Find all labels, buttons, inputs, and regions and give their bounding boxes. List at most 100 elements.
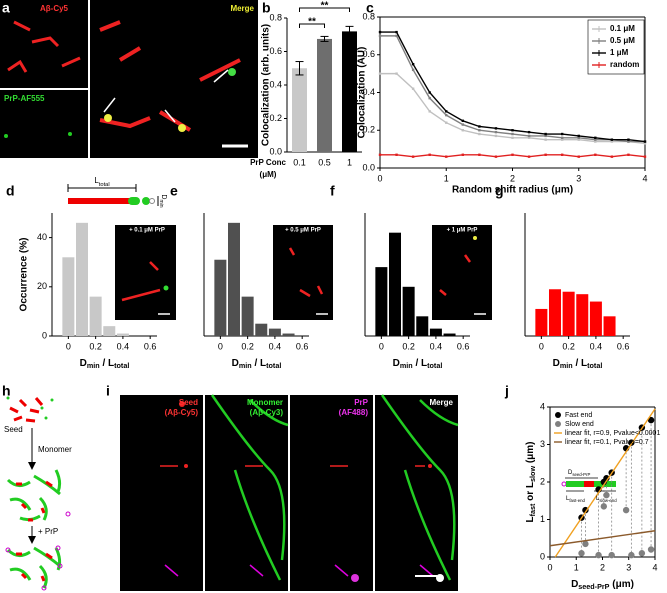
y-axis-label-part: slow xyxy=(528,466,537,482)
y-axis-label: Colocalization (AU) xyxy=(357,47,368,139)
x-tick-label: 0.6 xyxy=(144,341,157,351)
point xyxy=(544,134,547,138)
x-axis-label: (μM) xyxy=(260,170,277,179)
error-bar xyxy=(295,61,304,76)
series-line xyxy=(554,408,656,558)
point xyxy=(638,550,646,557)
schematic-label: Seed xyxy=(4,425,23,434)
bar xyxy=(62,257,75,336)
bar xyxy=(429,328,442,336)
inset-label: + 0.5 μM PrP xyxy=(285,228,321,234)
x-tick-label: 0.6 xyxy=(457,341,470,351)
y-tick-label: 0.0 xyxy=(362,162,375,172)
image-label: Merge xyxy=(429,398,453,407)
legend-label: linear fit, r=0.9, Pvalue<0.0001 xyxy=(565,430,660,437)
x-axis-label-part: D xyxy=(80,358,87,369)
point xyxy=(428,110,431,113)
x-tick-label: 0.6 xyxy=(617,341,630,351)
x-tick-label: 3 xyxy=(576,173,581,183)
point xyxy=(494,130,498,134)
point xyxy=(603,491,610,499)
panel-label: h xyxy=(2,383,11,399)
y-tick-label: 3 xyxy=(540,439,545,449)
bar xyxy=(342,31,357,152)
x-tick-label: 0.4 xyxy=(590,341,603,351)
x-axis-label: Dmin / Ltotal xyxy=(232,358,282,370)
point xyxy=(395,34,398,38)
diagram-label-part: total xyxy=(99,182,110,188)
x-tick-label: 1 xyxy=(347,157,352,167)
x-axis-label-part: total xyxy=(266,361,281,370)
x-tick-label: 1 xyxy=(444,173,449,183)
y-tick-label: 4 xyxy=(540,401,545,411)
point xyxy=(411,155,415,158)
bar xyxy=(416,316,429,336)
panel-label: b xyxy=(262,0,271,16)
point xyxy=(478,132,481,136)
x-axis-label-part: min xyxy=(87,361,100,370)
point xyxy=(544,138,547,141)
x-tick-label: 4 xyxy=(642,173,647,183)
point xyxy=(577,136,580,139)
x-tick-label: 0.2 xyxy=(241,341,254,351)
legend-label: linear fit, r=0.1, Pvalue=0.7 xyxy=(565,439,649,446)
point xyxy=(627,153,630,156)
schematic-h xyxy=(5,396,71,591)
x-axis-label-part: (μm) xyxy=(609,579,633,590)
x-axis-label: Dmin / Ltotal xyxy=(393,358,443,370)
y-tick-label: 0 xyxy=(42,330,47,340)
point xyxy=(578,550,585,557)
x-axis-label-part: D xyxy=(393,358,400,369)
point xyxy=(411,87,415,90)
point xyxy=(395,153,398,156)
x-tick-label: 0 xyxy=(379,341,384,351)
point xyxy=(643,140,647,143)
diagram-label: Dmin xyxy=(158,194,167,207)
point xyxy=(544,153,547,156)
diagram-label-part: D xyxy=(160,194,167,199)
significance-label: ** xyxy=(308,17,316,28)
point xyxy=(577,134,580,138)
point xyxy=(511,129,514,132)
bar xyxy=(603,316,616,336)
bar xyxy=(89,296,102,336)
x-axis-label-part: total xyxy=(427,361,442,370)
image-label: (Aβ-Cy3) xyxy=(250,408,284,417)
panel-label: i xyxy=(106,383,110,399)
legend-label: Fast end xyxy=(565,412,592,419)
point xyxy=(595,551,602,559)
bar xyxy=(443,333,456,336)
y-tick-label: 1 xyxy=(540,514,545,524)
point xyxy=(461,119,465,123)
x-axis-label-part: min xyxy=(560,361,573,370)
point xyxy=(594,138,597,141)
x-tick-label: 0.4 xyxy=(269,341,282,351)
point xyxy=(445,110,448,113)
point xyxy=(622,506,630,514)
point xyxy=(445,155,448,158)
legend-label: 0.1 μM xyxy=(610,24,635,33)
bar xyxy=(402,286,415,336)
point xyxy=(527,134,531,138)
point xyxy=(445,121,448,124)
bar xyxy=(317,38,332,152)
image-label: Seed xyxy=(179,398,198,407)
diagram-label-part: seed-PrP xyxy=(572,472,590,477)
y-tick-label: 0.6 xyxy=(269,46,282,56)
point xyxy=(594,136,597,139)
bar xyxy=(389,232,401,336)
bar xyxy=(241,296,254,336)
point xyxy=(527,155,531,158)
point xyxy=(511,132,514,136)
point xyxy=(582,540,589,548)
panel-label: e xyxy=(170,183,178,199)
bar xyxy=(103,326,116,336)
x-axis-label-part: D xyxy=(553,358,560,369)
y-tick-label: 0.8 xyxy=(269,12,282,22)
y-axis-label: Occurrence (%) xyxy=(19,238,30,312)
bar xyxy=(535,308,548,336)
bar xyxy=(375,267,388,336)
panel-a-images xyxy=(0,0,258,158)
diagram-label-part: L xyxy=(94,176,99,185)
x-tick-label: 0 xyxy=(218,341,223,351)
